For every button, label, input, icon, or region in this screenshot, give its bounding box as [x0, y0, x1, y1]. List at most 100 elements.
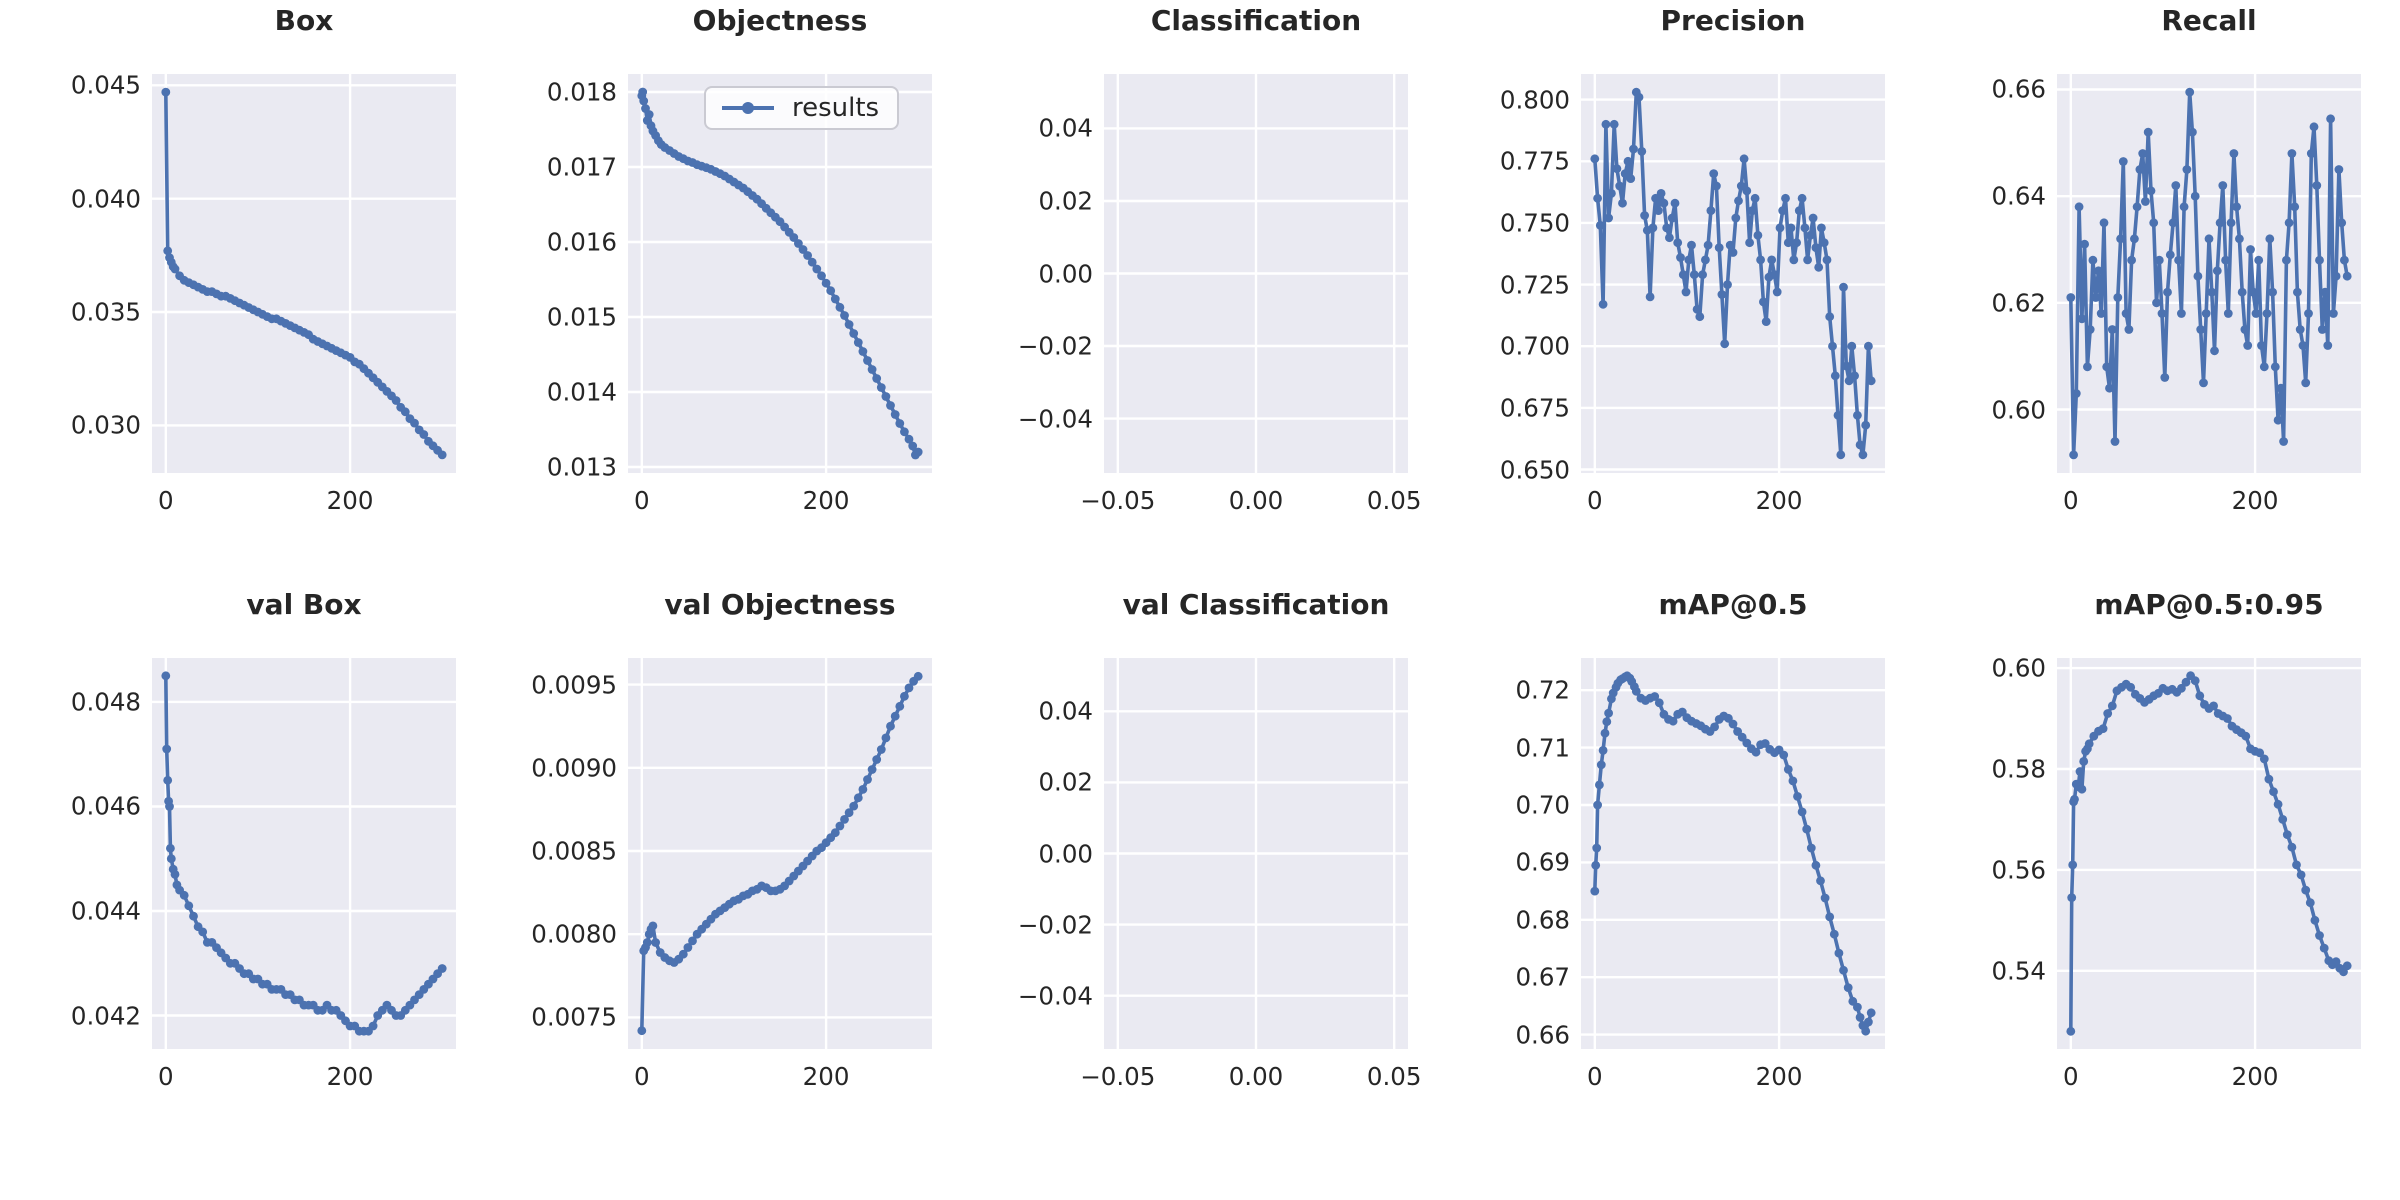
x-tick-label: 0	[2063, 486, 2079, 515]
chart-title: mAP@0.5	[1658, 587, 1808, 621]
y-tick-label: 0.60	[1991, 395, 2046, 425]
subplot-map5095: mAP@0.5:0.95 0.54 0.56 0.58 0.60 0 200	[1991, 589, 2361, 1091]
x-tick-label: 0	[2063, 1062, 2079, 1091]
y-tick-label: 0.64	[1991, 181, 2046, 211]
x-tick-label: 200	[2231, 486, 2279, 515]
y-tick-label: 0.0075	[531, 1002, 617, 1032]
x-tick-label: 200	[1755, 486, 1803, 515]
y-tick-label: 0.72	[1515, 675, 1570, 705]
subplot-precision: Precision 0.650 0.675 0.700 0.725 0.750 0.775…	[1500, 5, 1885, 515]
x-tick-label: 0.05	[1366, 486, 1422, 515]
chart-title: Precision	[1660, 3, 1806, 37]
y-tick-label: 0.040	[70, 184, 141, 214]
y-tick-label: 0.035	[70, 297, 141, 327]
y-tick-label: 0.015	[546, 302, 617, 332]
x-tick-label: 0.05	[1366, 1062, 1422, 1091]
chart-title: Box	[274, 3, 334, 37]
legend-label: results	[792, 93, 880, 123]
y-tick-label: 0.700	[1499, 331, 1570, 361]
chart-title: Classification	[1150, 3, 1362, 37]
y-tick-label: 0.044	[70, 896, 141, 926]
y-tick-label: 0.00	[1038, 259, 1093, 288]
y-tick-label: 0.62	[1991, 288, 2046, 318]
y-tick-label: −0.04	[1017, 981, 1093, 1011]
y-tick-label: 0.66	[1515, 1020, 1570, 1050]
chart-canvas	[628, 74, 932, 473]
subplot-objectness: Objectness results 0.013 0.014 0.015 0.016 0…	[547, 5, 932, 515]
y-tick-label: 0.045	[70, 70, 141, 100]
chart-canvas	[152, 74, 456, 473]
y-tick-label: 0.014	[546, 377, 617, 407]
chart-canvas	[2057, 658, 2361, 1049]
y-tick-label: 0.68	[1515, 905, 1570, 935]
y-tick-label: 0.0090	[531, 753, 617, 783]
y-tick-label: 0.775	[1499, 146, 1570, 176]
chart-title: val Classification	[1122, 587, 1390, 621]
x-tick-label: 0.00	[1228, 486, 1284, 515]
x-tick-label: −0.05	[1080, 1062, 1156, 1091]
chart-title: val Box	[246, 587, 362, 621]
subplot-val-classification: val Classification −0.04 −0.02 0.00 0.02 0.0…	[1018, 589, 1422, 1091]
x-tick-label: 0	[1587, 1062, 1603, 1091]
y-tick-label: 0.02	[1038, 767, 1093, 797]
chart-canvas	[1104, 74, 1408, 473]
y-tick-label: 0.00	[1038, 839, 1093, 868]
y-tick-label: 0.018	[546, 77, 617, 107]
x-tick-label: 200	[2231, 1062, 2279, 1091]
x-tick-label: 200	[326, 486, 374, 515]
y-tick-label: −0.02	[1017, 331, 1093, 361]
x-tick-label: 0	[1587, 486, 1603, 515]
y-tick-label: 0.046	[70, 791, 141, 821]
y-tick-label: 0.016	[546, 227, 617, 257]
x-tick-label: 0	[158, 1062, 174, 1091]
chart-canvas	[1581, 74, 1885, 473]
y-tick-label: 0.0085	[531, 836, 617, 866]
y-tick-label: 0.69	[1515, 847, 1570, 877]
y-tick-label: 0.0095	[531, 670, 617, 700]
x-tick-label: 200	[802, 1062, 850, 1091]
chart-title: Objectness	[692, 3, 868, 37]
chart-canvas	[1581, 658, 1885, 1049]
chart-title: Recall	[2161, 3, 2257, 37]
x-tick-label: 200	[1755, 1062, 1803, 1091]
chart-title: mAP@0.5:0.95	[2094, 587, 2324, 621]
y-tick-label: 0.04	[1038, 113, 1093, 143]
x-tick-label: 200	[326, 1062, 374, 1091]
chart-canvas	[628, 658, 932, 1049]
y-tick-label: 0.02	[1038, 186, 1093, 216]
x-tick-label: 0	[634, 486, 650, 515]
y-tick-label: 0.017	[546, 152, 617, 182]
subplot-val-box: val Box 0.042 0.044 0.046 0.048 0 200	[71, 589, 456, 1091]
y-tick-label: 0.800	[1499, 85, 1570, 115]
y-tick-label: 0.0080	[531, 919, 617, 949]
y-tick-label: 0.67	[1515, 962, 1570, 992]
chart-canvas	[152, 658, 456, 1049]
y-tick-label: 0.013	[546, 452, 617, 482]
chart-canvas	[1104, 658, 1408, 1049]
y-tick-label: 0.56	[1991, 855, 2046, 885]
legend-line-sample-icon	[720, 101, 776, 115]
subplot-recall: Recall 0.60 0.62 0.64 0.66 0 200	[1991, 5, 2361, 515]
y-tick-label: 0.04	[1038, 696, 1093, 726]
x-tick-label: 0.00	[1228, 1062, 1284, 1091]
x-tick-label: 0	[158, 486, 174, 515]
x-tick-label: 200	[802, 486, 850, 515]
subplot-box: Box 0.030 0.035 0.040 0.045 0 200	[71, 5, 456, 515]
y-tick-label: 0.60	[1991, 653, 2046, 683]
y-tick-label: −0.04	[1017, 404, 1093, 434]
y-tick-label: 0.71	[1515, 733, 1570, 763]
x-tick-label: 0	[634, 1062, 650, 1091]
y-tick-label: 0.030	[70, 410, 141, 440]
chart-legend: results	[704, 86, 900, 130]
subplot-classification: Classification −0.04 −0.02 0.00 0.02 0.04 −0.…	[1018, 5, 1422, 515]
y-tick-label: 0.725	[1499, 270, 1570, 300]
y-tick-label: −0.02	[1017, 910, 1093, 940]
subplot-map50: mAP@0.5 0.66 0.67 0.68 0.69 0.70 0.71 0.72 0 200	[1515, 589, 1885, 1091]
chart-canvas	[2057, 74, 2361, 473]
y-tick-label: 0.54	[1991, 956, 2046, 986]
y-tick-label: 0.042	[70, 1001, 141, 1031]
y-tick-label: 0.048	[70, 687, 141, 717]
x-tick-label: −0.05	[1080, 486, 1156, 515]
y-tick-label: 0.70	[1515, 790, 1570, 820]
